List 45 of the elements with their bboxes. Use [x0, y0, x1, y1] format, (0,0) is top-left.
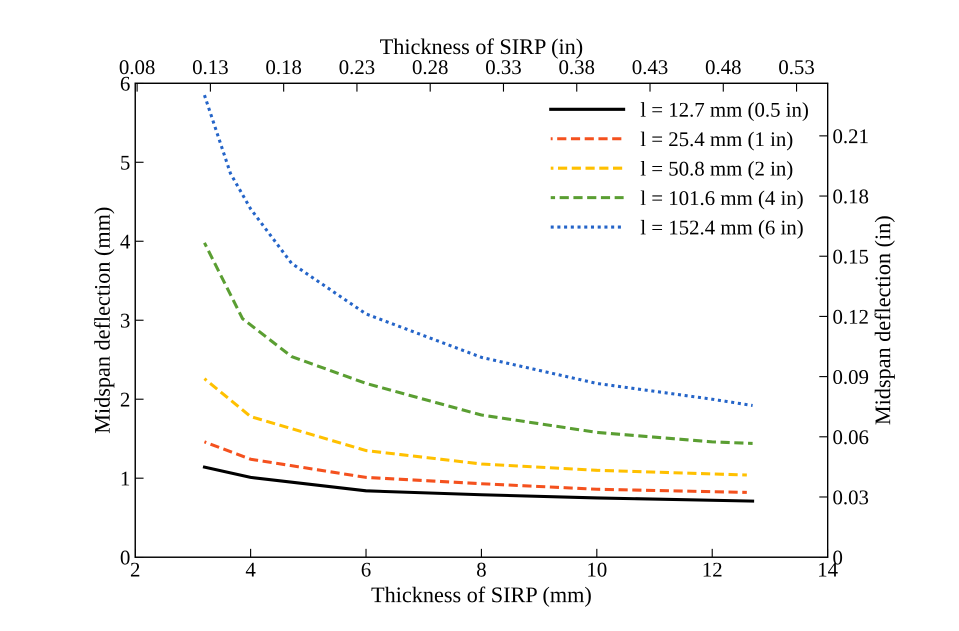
- x2-tick-label: 0.43: [632, 60, 668, 74]
- y-axis-title: Midspan deflection (mm): [94, 208, 114, 434]
- y2-tick-label: 0.06: [833, 430, 868, 444]
- legend-label: l = 12.7 mm (0.5 in): [640, 102, 808, 122]
- legend-label: l = 50.8 mm (2 in): [640, 161, 792, 180]
- x2-tick-label: 0.08: [120, 60, 155, 74]
- y-tick-label: 4: [120, 234, 130, 248]
- line-series: [202, 241, 754, 445]
- x2-axis-title: Thickness of SIRP (in): [380, 38, 582, 59]
- y-tick-label: 0: [120, 550, 130, 565]
- x-tick-label: 8: [477, 562, 486, 577]
- y-tick-label: 6: [120, 76, 130, 91]
- x-tick-label: 4: [246, 562, 256, 576]
- x2-tick-label: 0.48: [706, 60, 741, 74]
- x2-tick-label: 0.38: [559, 60, 594, 74]
- y2-tick-label: 0.18: [833, 189, 868, 204]
- x2-tick-label: 0.13: [192, 60, 228, 74]
- x-axis-title: Thickness of SIRP (mm): [371, 586, 591, 607]
- y-tick-label: 3: [120, 314, 130, 328]
- legend-label: l = 25.4 mm (1 in): [640, 132, 792, 150]
- x2-tick-label: 0.28: [412, 60, 448, 74]
- y2-tick-label: 0.15: [833, 250, 868, 264]
- y-tick-label: 5: [121, 156, 130, 170]
- y2-tick-label: 0.21: [833, 129, 868, 144]
- x-tick-label: 14: [819, 562, 838, 576]
- line-series: [202, 440, 748, 494]
- y2-tick-label: 0: [833, 550, 842, 565]
- y2-tick-label: 0.12: [833, 310, 868, 324]
- x-tick-label: 12: [704, 562, 722, 576]
- y2-axis-title: Midspan deflection (in): [874, 216, 895, 425]
- x-tick-label: 2: [130, 562, 140, 576]
- y2-tick-label: 0.03: [833, 490, 868, 505]
- line-series: [202, 377, 748, 477]
- y-tick-label: 1: [122, 472, 130, 486]
- line-series: [202, 466, 754, 503]
- y2-tick-label: 0.09: [833, 370, 868, 384]
- x-tick-label: 6: [362, 562, 371, 577]
- legend-label: l = 152.4 mm (6 in): [640, 220, 803, 239]
- x2-tick-label: 0.23: [340, 60, 374, 74]
- x2-tick-label: 0.33: [486, 60, 521, 74]
- x2-tick-label: 0.53: [779, 60, 814, 74]
- x2-tick-label: 0.18: [266, 60, 302, 74]
- y-tick-label: 2: [120, 392, 130, 406]
- x-tick-label: 10: [588, 562, 606, 577]
- legend-label: l = 101.6 mm (4 in): [640, 190, 803, 210]
